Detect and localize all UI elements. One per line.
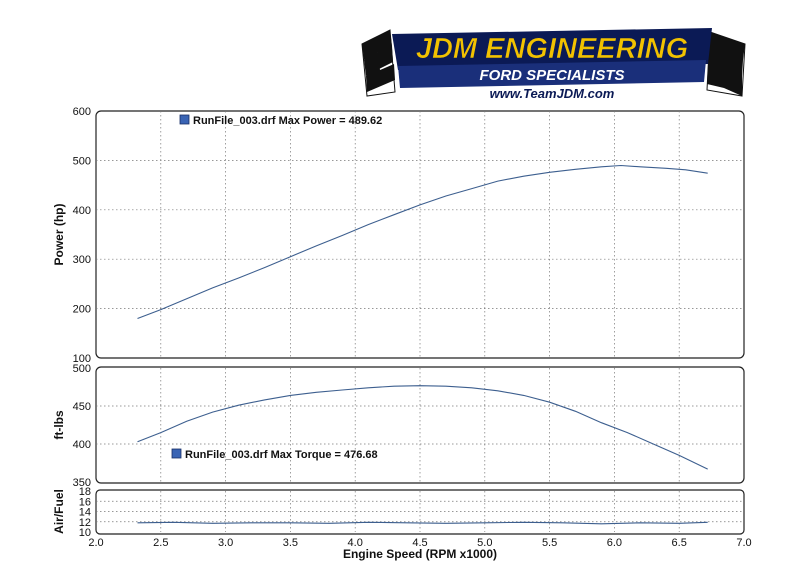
x-tick-label: 5.0 — [477, 537, 492, 549]
y-tick-label: 500 — [73, 363, 91, 375]
x-tick-label: 6.5 — [672, 537, 687, 549]
x-tick-label: 4.0 — [348, 537, 363, 549]
series-layer — [137, 164, 708, 525]
x-tick-label: 6.0 — [607, 537, 622, 549]
logo-tagline: FORD SPECIALISTS — [479, 67, 624, 84]
label-layer: 100 200 300 400 500 600 Power (hp) RunFile_003.… — [52, 106, 752, 561]
x-tick-label: 2.5 — [153, 537, 168, 549]
x-tick-label: 7.0 — [736, 537, 751, 549]
legend-label: RunFile_003.drf Max Torque = 476.68 — [185, 449, 378, 461]
y-tick-label: 350 — [73, 477, 91, 489]
x-tick-label: 2.0 — [88, 537, 103, 549]
x-tick-label: 3.0 — [218, 537, 233, 549]
series-line — [137, 385, 708, 470]
checkered-flag-left-icon — [361, 29, 396, 97]
x-tick-label: 5.5 — [542, 537, 557, 549]
logo-banner: JDM ENGINEERING FORD SPECIALISTS www.Tea… — [361, 28, 746, 101]
y-tick-label: 300 — [73, 254, 91, 266]
y-tick-label: 10 — [79, 527, 91, 539]
y-axis-title: Power (hp) — [52, 203, 66, 265]
y-axis-title: ft-lbs — [52, 410, 66, 440]
y-tick-label: 400 — [73, 439, 91, 451]
logo-title-band — [392, 28, 712, 70]
grid-layer — [96, 111, 744, 532]
logo-subtitle-band — [398, 60, 706, 88]
checkered-flag-right-icon — [706, 31, 746, 97]
y-tick-label: 18 — [79, 486, 91, 498]
y-axis-title: Air/Fuel — [52, 489, 66, 534]
series-line — [137, 164, 708, 320]
x-tick-label: 3.5 — [283, 537, 298, 549]
series-line — [137, 521, 708, 525]
legend-label: RunFile_003.drf Max Power = 489.62 — [193, 115, 382, 127]
x-axis-title: Engine Speed (RPM x1000) — [343, 547, 497, 561]
y-tick-label: 600 — [73, 106, 91, 118]
x-tick-label: 4.5 — [412, 537, 427, 549]
legend-marker — [179, 114, 190, 125]
y-tick-label: 200 — [73, 304, 91, 316]
legend-marker — [171, 448, 182, 459]
y-tick-label: 450 — [73, 401, 91, 413]
logo-url: www.TeamJDM.com — [490, 86, 615, 101]
y-tick-label: 14 — [79, 507, 91, 519]
y-tick-label: 100 — [73, 353, 91, 365]
y-tick-label: 400 — [73, 205, 91, 217]
logo-name: JDM ENGINEERING — [416, 33, 688, 65]
y-tick-label: 12 — [79, 517, 91, 529]
y-tick-label: 16 — [79, 496, 91, 508]
y-tick-label: 500 — [73, 155, 91, 167]
